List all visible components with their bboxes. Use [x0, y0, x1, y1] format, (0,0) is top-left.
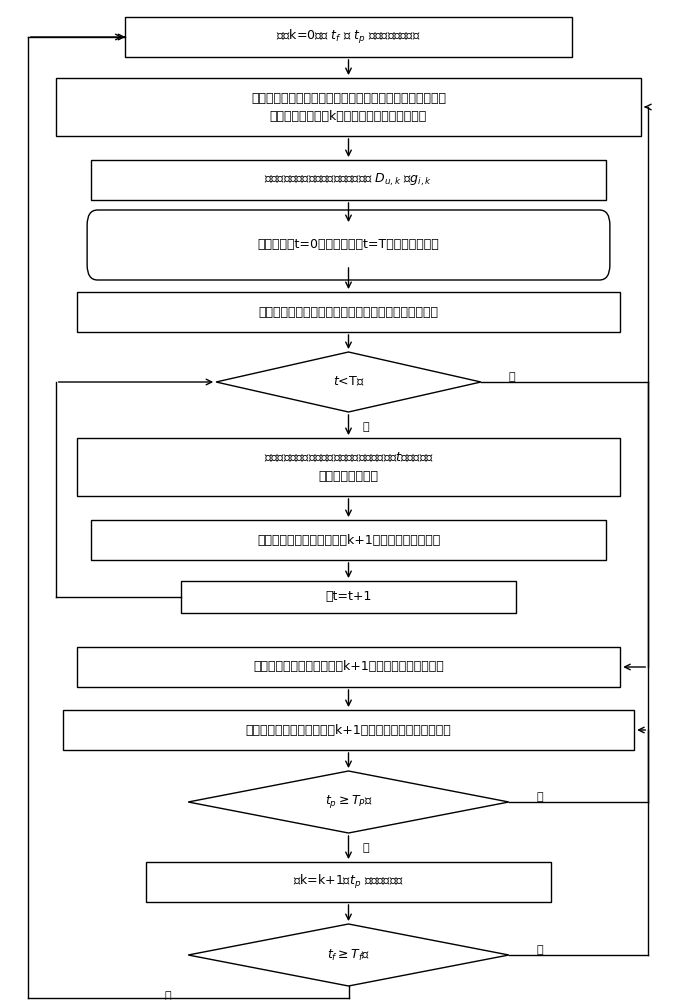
Bar [91, 160, 606, 200]
Text: 设定k=0，使 $t_f$ 和 $t_p$ 两个时钟开始计时: 设定k=0，使 $t_f$ 和 $t_p$ 两个时钟开始计时 [276, 28, 421, 46]
Text: 风电场中各风机与有通信关系的其他风机交换第$t$步递推中的
的牛顿方向递推值: 风电场中各风机与有通信关系的其他风机交换第$t$步递推中的 的牛顿方向递推值 [263, 451, 434, 483]
Bar [146, 862, 551, 902]
Polygon shape [216, 352, 481, 412]
Bar [77, 438, 620, 496]
Bar [63, 710, 634, 750]
Text: 风电场所有风机计算迭代所需要的参数 $D_{u,k}$ 和$g_{i,k}$: 风电场所有风机计算迭代所需要的参数 $D_{u,k}$ 和$g_{i,k}$ [264, 172, 433, 188]
Text: 风电场中各双馈风机计算第k+1步的牛顿方向递推值: 风电场中各双馈风机计算第k+1步的牛顿方向递推值 [257, 534, 440, 546]
Text: 否: 否 [537, 792, 544, 802]
Polygon shape [188, 924, 509, 986]
Text: 否: 否 [537, 945, 544, 955]
Bar [77, 647, 620, 687]
Text: 是: 是 [362, 843, 369, 853]
Text: 风电场中各双馈风机计算第k+1步的输出的电磁功率标幺值: 风电场中各双馈风机计算第k+1步的输出的电磁功率标幺值 [245, 724, 452, 736]
Bar [77, 292, 620, 332]
Bar [125, 17, 572, 57]
Text: 风电场中各双馈风机计算第k+1步的发电水平评价指标: 风电场中各双馈风机计算第k+1步的发电水平评价指标 [253, 660, 444, 674]
FancyBboxPatch shape [87, 210, 610, 280]
Text: 是: 是 [362, 422, 369, 432]
Text: 否: 否 [509, 372, 516, 382]
Bar [56, 78, 641, 136]
Text: 风电场中所有双馈风机计算各自的牛顿方向递推初始值: 风电场中所有双馈风机计算各自的牛顿方向递推初始值 [259, 306, 438, 318]
Text: $t$<T？: $t$<T？ [332, 375, 365, 389]
Text: 是: 是 [164, 991, 171, 1000]
Bar [91, 520, 606, 560]
Text: $t_p\geq T_P$？: $t_p\geq T_P$？ [325, 794, 372, 810]
Text: 使t=t+1: 使t=t+1 [325, 590, 372, 603]
Text: 令递推步骤t=0，设定终止步t=T，递推过程开始: 令递推步骤t=0，设定终止步t=T，递推过程开始 [258, 238, 439, 251]
Text: 使k=k+1，$t_p$ 重新开始计时: 使k=k+1，$t_p$ 重新开始计时 [293, 873, 404, 891]
Text: 风电场中所有风机计算发电水平评价指标，与有通信关系的
其他风机交换在第k步的发电水平评价指标信息: 风电场中所有风机计算发电水平评价指标，与有通信关系的 其他风机交换在第k步的发电… [251, 92, 446, 122]
Polygon shape [188, 771, 509, 833]
Bar [181, 581, 516, 613]
Text: $t_f\geq T_f$？: $t_f\geq T_f$？ [327, 947, 370, 963]
